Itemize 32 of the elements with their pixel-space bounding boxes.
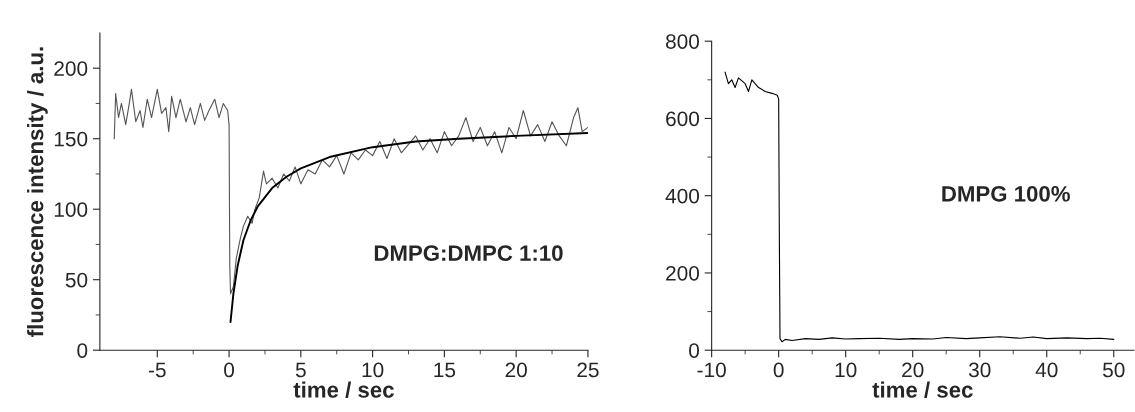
x-axis-title: time / sec — [872, 381, 973, 398]
x-tick-label: 0 — [773, 362, 784, 378]
y-axis-title: fluorescence intensity / a.u. — [27, 47, 48, 337]
line-series — [724, 71, 1115, 343]
x-tick-label: 0 — [224, 362, 235, 378]
x-tick-label: 15 — [434, 362, 456, 378]
x-tick-label: 10 — [362, 362, 384, 378]
line-series — [113, 88, 588, 295]
y-tick-label: 0 — [689, 343, 700, 358]
x-tick-label: 50 — [1103, 362, 1125, 378]
y-tick-label: 100 — [54, 202, 88, 217]
x-tick-label: 20 — [505, 362, 527, 378]
x-axis-title: time / sec — [293, 381, 394, 398]
y-tick-label: 200 — [666, 265, 700, 281]
x-tick-label: 10 — [835, 362, 857, 378]
x-tick-label: -5 — [148, 362, 166, 378]
x-tick-label: 40 — [1035, 362, 1058, 378]
y-tick-label: 800 — [665, 34, 700, 49]
y-tick-label: 50 — [65, 272, 88, 288]
x-tick-label: 30 — [968, 362, 991, 378]
line-series — [229, 132, 588, 323]
y-tick-label: 0 — [77, 343, 88, 358]
y-tick-label: 200 — [54, 61, 88, 76]
x-tick-label: 5 — [295, 362, 306, 378]
y-tick-label: 150 — [54, 131, 88, 147]
x-tick-label: 20 — [902, 362, 924, 378]
y-tick-label: 400 — [665, 188, 700, 204]
annotation: DMPG:DMPC 1:10 — [374, 245, 563, 261]
x-tick-label: -10 — [697, 362, 726, 378]
y-tick-label: 600 — [666, 111, 700, 127]
annotation: DMPG 100% — [942, 185, 1070, 202]
x-tick-label: 25 — [577, 362, 599, 378]
